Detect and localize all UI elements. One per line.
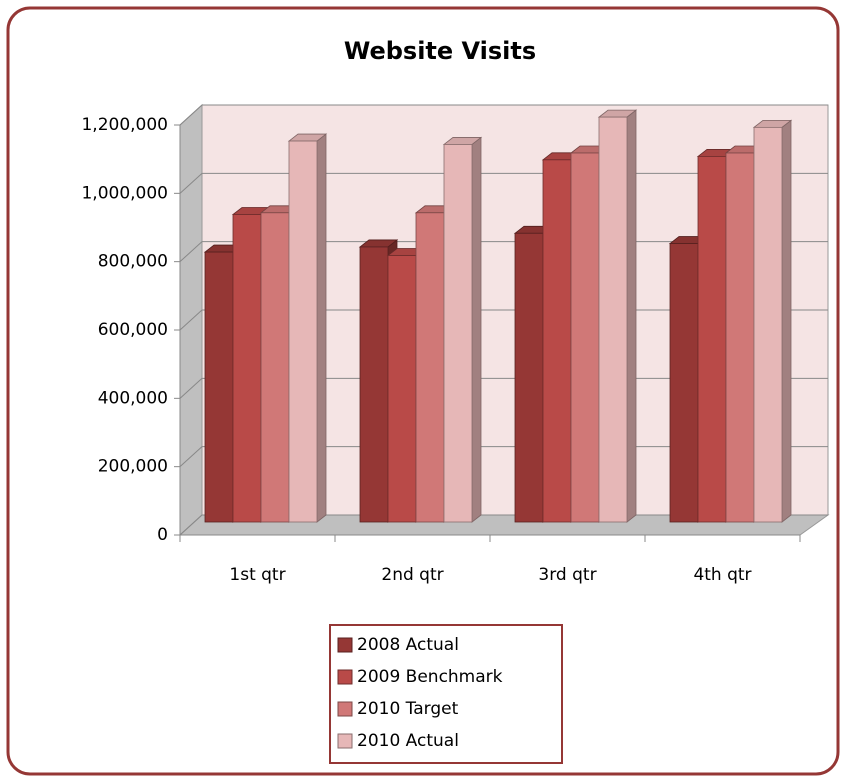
x-tick-label: 3rd qtr <box>538 565 596 585</box>
bar <box>697 156 727 523</box>
bar <box>598 116 628 523</box>
y-tick-label: 200,000 <box>98 457 168 477</box>
bar-side <box>471 136 482 523</box>
legend-swatch <box>337 733 353 749</box>
y-tick-label: 800,000 <box>98 252 168 272</box>
y-tick-label: 1,200,000 <box>81 115 168 135</box>
bar <box>753 126 783 523</box>
bar <box>570 152 600 523</box>
y-tick-label: 1,000,000 <box>81 183 168 203</box>
bar <box>725 152 755 523</box>
bar-side <box>626 109 637 523</box>
bar <box>288 140 318 523</box>
x-tick-label: 1st qtr <box>229 565 285 585</box>
bar-side <box>316 133 327 523</box>
legend-swatch <box>337 701 353 717</box>
y-tick-label: 600,000 <box>98 320 168 340</box>
y-tick-label: 400,000 <box>98 388 168 408</box>
bar <box>415 212 445 523</box>
legend-label: 2010 Target <box>357 699 459 719</box>
bar <box>514 232 544 523</box>
bar <box>542 159 572 523</box>
legend-swatch <box>337 669 353 685</box>
bar <box>669 243 699 523</box>
y-tick-label: 0 <box>157 525 168 545</box>
legend-swatch <box>337 637 353 653</box>
bar <box>260 212 290 523</box>
bar <box>359 246 389 523</box>
legend-label: 2008 Actual <box>357 635 459 655</box>
legend-label: 2009 Benchmark <box>357 667 503 687</box>
x-tick-label: 4th qtr <box>693 565 751 585</box>
x-tick-label: 2nd qtr <box>381 565 443 585</box>
bar <box>443 144 473 523</box>
bar <box>232 214 262 523</box>
bar <box>387 255 417 523</box>
bar <box>204 251 234 523</box>
chart-title: Website Visits <box>344 37 536 65</box>
legend-label: 2010 Actual <box>357 731 459 751</box>
legend <box>329 624 563 764</box>
bar-side <box>781 119 792 523</box>
grid-line <box>179 104 828 126</box>
